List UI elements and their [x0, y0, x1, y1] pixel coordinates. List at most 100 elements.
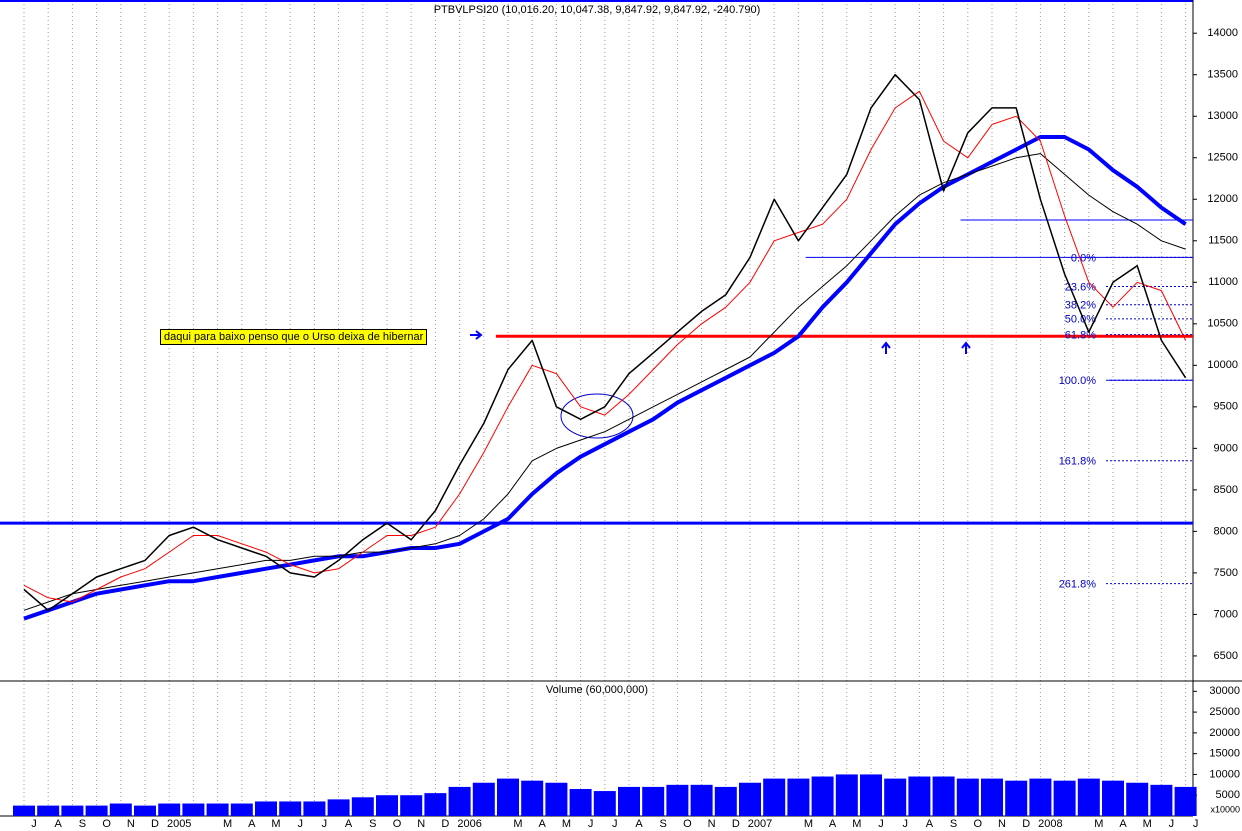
- volume-bar: [400, 795, 423, 816]
- volume-bar: [666, 784, 689, 816]
- volume-bar: [424, 793, 447, 816]
- fib-label: 23.6%: [1065, 281, 1096, 293]
- fib-label: 100.0%: [1059, 375, 1097, 387]
- x-tick-label: M: [513, 818, 522, 830]
- x-tick-label: O: [102, 818, 111, 830]
- volume-bar: [593, 791, 616, 816]
- volume-bar: [279, 801, 302, 816]
- fib-label: 38.2%: [1065, 300, 1096, 312]
- volume-bar: [61, 805, 84, 816]
- x-tick-label: 2005: [167, 818, 191, 830]
- y-tick-label: 14000: [1207, 27, 1238, 39]
- volume-bar: [787, 778, 810, 816]
- x-tick-label: D: [732, 818, 740, 830]
- x-tick-label: 2006: [457, 818, 481, 830]
- y-tick-label: 5000: [1216, 789, 1240, 801]
- x-tick-label: J: [1193, 818, 1199, 830]
- volume-bar: [497, 778, 519, 816]
- y-tick-label: 11000: [1208, 276, 1238, 288]
- y-tick-label: 10000: [1209, 768, 1240, 780]
- y-tick-label: 8000: [1214, 525, 1238, 537]
- volume-bar: [448, 786, 471, 816]
- volume-bar: [109, 803, 132, 816]
- x-tick-label: J: [31, 818, 37, 830]
- x-tick-label: J: [297, 818, 303, 830]
- volume-bar: [303, 801, 326, 816]
- y-tick-label: 10000: [1207, 359, 1238, 371]
- volume-bar: [230, 803, 253, 816]
- volume-bar: [642, 786, 665, 816]
- y-tick-label: 13500: [1207, 69, 1238, 81]
- x-tick-label: N: [708, 818, 716, 830]
- volume-bar: [690, 784, 713, 816]
- series-line: [23, 153, 1186, 611]
- annotation: daqui para baixo penso que o Urso deixa …: [160, 329, 428, 345]
- fib-label: 261.8%: [1059, 579, 1097, 591]
- fib-label: 61.8%: [1065, 330, 1096, 342]
- volume-bar: [618, 786, 640, 816]
- volume-bar: [1029, 778, 1052, 816]
- y-tick-label: 7500: [1214, 567, 1238, 579]
- volume-bar: [134, 805, 156, 816]
- volume-bar: [206, 803, 229, 816]
- volume-bar: [569, 788, 592, 816]
- volume-bar: [811, 776, 834, 816]
- x-tick-label: S: [950, 818, 957, 830]
- volume-bar: [472, 782, 495, 816]
- volume-bar: [739, 782, 761, 816]
- x-tick-label: N: [417, 818, 425, 830]
- x-tick-label: M: [271, 818, 280, 830]
- x-tick-label: D: [1022, 818, 1030, 830]
- x-tick-label: A: [539, 818, 547, 830]
- y-tick-label: 12500: [1207, 152, 1238, 164]
- volume-bar: [327, 799, 350, 816]
- volume-bar: [714, 786, 737, 816]
- y-tick-label: 15000: [1209, 748, 1240, 760]
- x-tick-label: S: [369, 818, 376, 830]
- volume-bar: [182, 803, 205, 816]
- arrow: [881, 341, 891, 354]
- y-tick-label: 20000: [1209, 727, 1240, 739]
- x-tick-label: A: [345, 818, 353, 830]
- volume-bar: [908, 776, 931, 816]
- x-tick-label: S: [79, 818, 86, 830]
- x-tick-label: O: [393, 818, 402, 830]
- y-tick-label: 25000: [1209, 706, 1240, 718]
- volume-bar: [835, 774, 858, 816]
- x-tick-label: M: [804, 818, 813, 830]
- y-tick-label: 9000: [1214, 442, 1238, 454]
- y-tick-label: 8500: [1214, 484, 1238, 496]
- x-tick-label: M: [852, 818, 861, 830]
- x-tick-label: A: [1119, 818, 1127, 830]
- volume-bar: [1126, 782, 1149, 816]
- volume-bar: [884, 778, 907, 816]
- volume-bar: [158, 803, 181, 816]
- x-tick-label: 2007: [748, 818, 772, 830]
- x-tick-label: J: [878, 818, 884, 830]
- x-tick-label: 2008: [1038, 818, 1062, 830]
- volume-bar: [956, 778, 979, 816]
- fib-label: 50.0%: [1065, 314, 1096, 326]
- grid: [23, 0, 1187, 816]
- x-tick-label: J: [612, 818, 618, 830]
- x-tick-label: J: [588, 818, 594, 830]
- y-tick-label: 6500: [1214, 650, 1238, 662]
- x-tick-label: J: [902, 818, 908, 830]
- x-tick-label: A: [829, 818, 837, 830]
- x-tick-label: M: [1094, 818, 1103, 830]
- volume-bar: [376, 795, 398, 816]
- x-tick-label: D: [151, 818, 159, 830]
- volume-bar: [1077, 778, 1100, 816]
- y-tick-label: 7000: [1214, 608, 1238, 620]
- x-tick-label: M: [223, 818, 232, 830]
- volume-bar: [521, 780, 544, 816]
- x-tick-label: O: [683, 818, 692, 830]
- y-tick-label: 30000: [1209, 685, 1240, 697]
- x-tick-label: A: [248, 818, 256, 830]
- x-tick-label: M: [1143, 818, 1152, 830]
- chart-title: PTBVLPSI20 (10,016.20, 10,047.38, 9,847.…: [434, 4, 761, 16]
- volume-bar: [763, 778, 786, 816]
- y-tick-label: 11500: [1208, 235, 1238, 247]
